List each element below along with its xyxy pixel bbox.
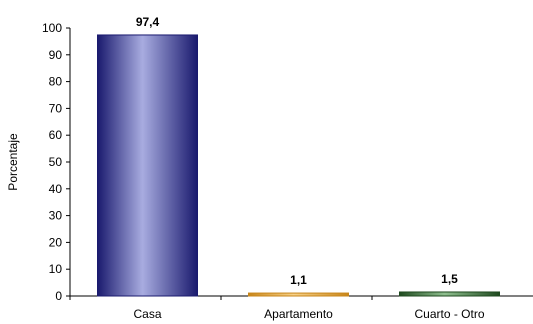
- y-tick-label: 90: [49, 48, 63, 62]
- category-label: Casa: [133, 307, 161, 321]
- data-label: 1,1: [290, 273, 307, 287]
- bar: [399, 291, 500, 297]
- category-label: Apartamento: [264, 307, 333, 321]
- bar: [248, 292, 349, 297]
- y-tick-label: 70: [49, 101, 63, 115]
- y-tick-label: 60: [49, 128, 63, 142]
- category-label: Cuarto - Otro: [414, 307, 484, 321]
- y-tick-label: 40: [49, 182, 63, 196]
- bars: [97, 34, 500, 297]
- y-tick-label: 0: [55, 289, 62, 303]
- y-tick-label: 30: [49, 209, 63, 223]
- bar: [97, 34, 198, 297]
- data-label: 97,4: [136, 15, 160, 29]
- y-tick-label: 100: [42, 21, 62, 35]
- y-tick-label: 80: [49, 75, 63, 89]
- y-tick-label: 10: [49, 262, 63, 276]
- y-axis-title: Porcentaje: [6, 133, 20, 191]
- y-tick-label: 50: [49, 155, 63, 169]
- y-tick-label: 20: [49, 235, 63, 249]
- y-ticks: 0 10 20 30 40 50 60 70 80 90 100: [42, 21, 70, 303]
- data-label: 1,5: [441, 272, 458, 286]
- labels: 97,4 Casa 1,1 Apartamento 1,5 Cuarto - Otro: [133, 15, 484, 321]
